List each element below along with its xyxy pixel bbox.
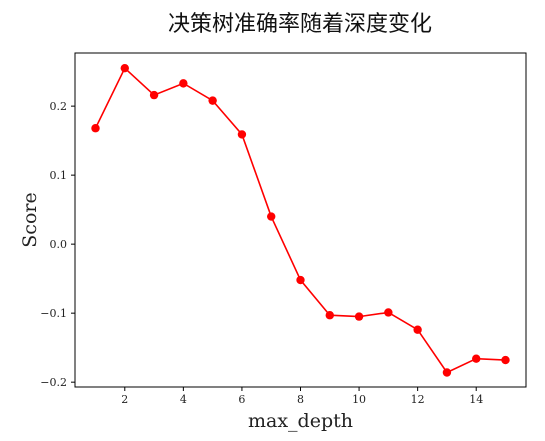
data-point bbox=[413, 325, 422, 334]
data-point bbox=[120, 63, 129, 73]
x-tick-label: 6 bbox=[238, 393, 245, 406]
chart-title: 决策树准确率随着深度变化 bbox=[167, 12, 432, 37]
plot-frame bbox=[74, 52, 527, 388]
y-axis-label: Score bbox=[19, 192, 41, 247]
x-tick-label: 12 bbox=[411, 393, 425, 406]
x-tick-label: 4 bbox=[180, 393, 187, 406]
y-tick-label: 0.0 bbox=[50, 238, 68, 251]
x-tick-label: 8 bbox=[297, 393, 304, 406]
data-point bbox=[442, 368, 452, 377]
data-point bbox=[325, 311, 334, 320]
x-tick-label: 14 bbox=[469, 393, 483, 406]
y-tick-label: 0.1 bbox=[50, 169, 68, 182]
data-point bbox=[354, 312, 364, 321]
x-tick-label: 10 bbox=[352, 393, 366, 406]
series-line bbox=[94, 66, 506, 374]
data-point bbox=[208, 96, 217, 105]
data-point bbox=[237, 130, 247, 139]
data-point bbox=[501, 355, 510, 365]
data-point bbox=[384, 308, 393, 317]
y-tick-label: −0.1 bbox=[40, 307, 67, 320]
data-point bbox=[179, 79, 188, 88]
y-tick-label: 0.2 bbox=[50, 100, 68, 113]
data-point bbox=[91, 124, 100, 133]
data-point bbox=[296, 275, 305, 285]
x-tick-label: 2 bbox=[121, 393, 128, 406]
data-point bbox=[149, 90, 159, 100]
data-point bbox=[472, 354, 481, 363]
data-point bbox=[267, 212, 276, 221]
x-axis-label: max_depth bbox=[248, 410, 353, 432]
y-tick-label: −0.2 bbox=[40, 376, 67, 389]
